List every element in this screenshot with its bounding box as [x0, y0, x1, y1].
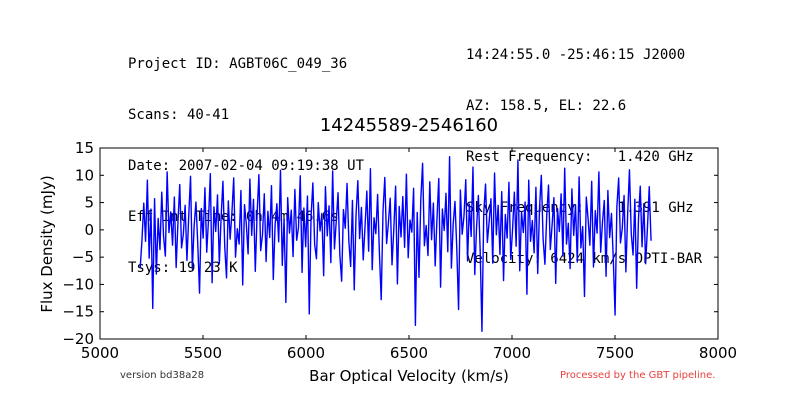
- chart-title: 14245589-2546160: [319, 115, 499, 136]
- series-line-0: [139, 156, 652, 333]
- series-layer: [139, 156, 652, 333]
- tick-layer: 5000 5500 6000 6500 7000 7500 8000 −20 −15 −10 −5 0…: [62, 139, 737, 362]
- az-el-line: AZ: 158.5, EL: 22.6: [466, 98, 627, 114]
- coordinates-line: 14:24:55.0 -25:46:15 J2000: [466, 47, 686, 63]
- y-tick-label: 5: [84, 194, 94, 212]
- y-tick-label: 15: [75, 139, 94, 157]
- scans-line: Scans: 40-41: [128, 107, 230, 123]
- pipeline-note: Processed by the GBT pipeline.: [560, 370, 716, 381]
- project-id-line: Project ID: AGBT06C_049_36: [128, 56, 348, 72]
- x-axis-label: Bar Optical Velocity (km/s): [309, 367, 509, 385]
- y-axis-label: Flux Density (mJy): [38, 175, 56, 313]
- x-tick-label: 5500: [184, 344, 222, 362]
- y-tick-label: 10: [75, 166, 94, 184]
- y-tick-label: −10: [62, 275, 94, 293]
- date-line: Date: 2007-02-04 09:19:38 UT: [128, 158, 365, 174]
- x-tick-label: 8000: [699, 344, 737, 362]
- x-tick-label: 7000: [493, 344, 531, 362]
- rest-frequency-line: Rest Frequency: 1.420 GHz: [466, 149, 694, 165]
- x-tick-label: 6000: [287, 344, 325, 362]
- x-tick-label: 6500: [390, 344, 428, 362]
- y-tick-label: −20: [62, 330, 94, 348]
- y-tick-label: −5: [72, 248, 94, 266]
- version-note: version bd38a28: [120, 370, 205, 381]
- x-tick-label: 5000: [81, 344, 119, 362]
- y-tick-label: −15: [62, 303, 94, 321]
- y-tick-label: 0: [84, 221, 94, 239]
- x-tick-label: 7500: [596, 344, 634, 362]
